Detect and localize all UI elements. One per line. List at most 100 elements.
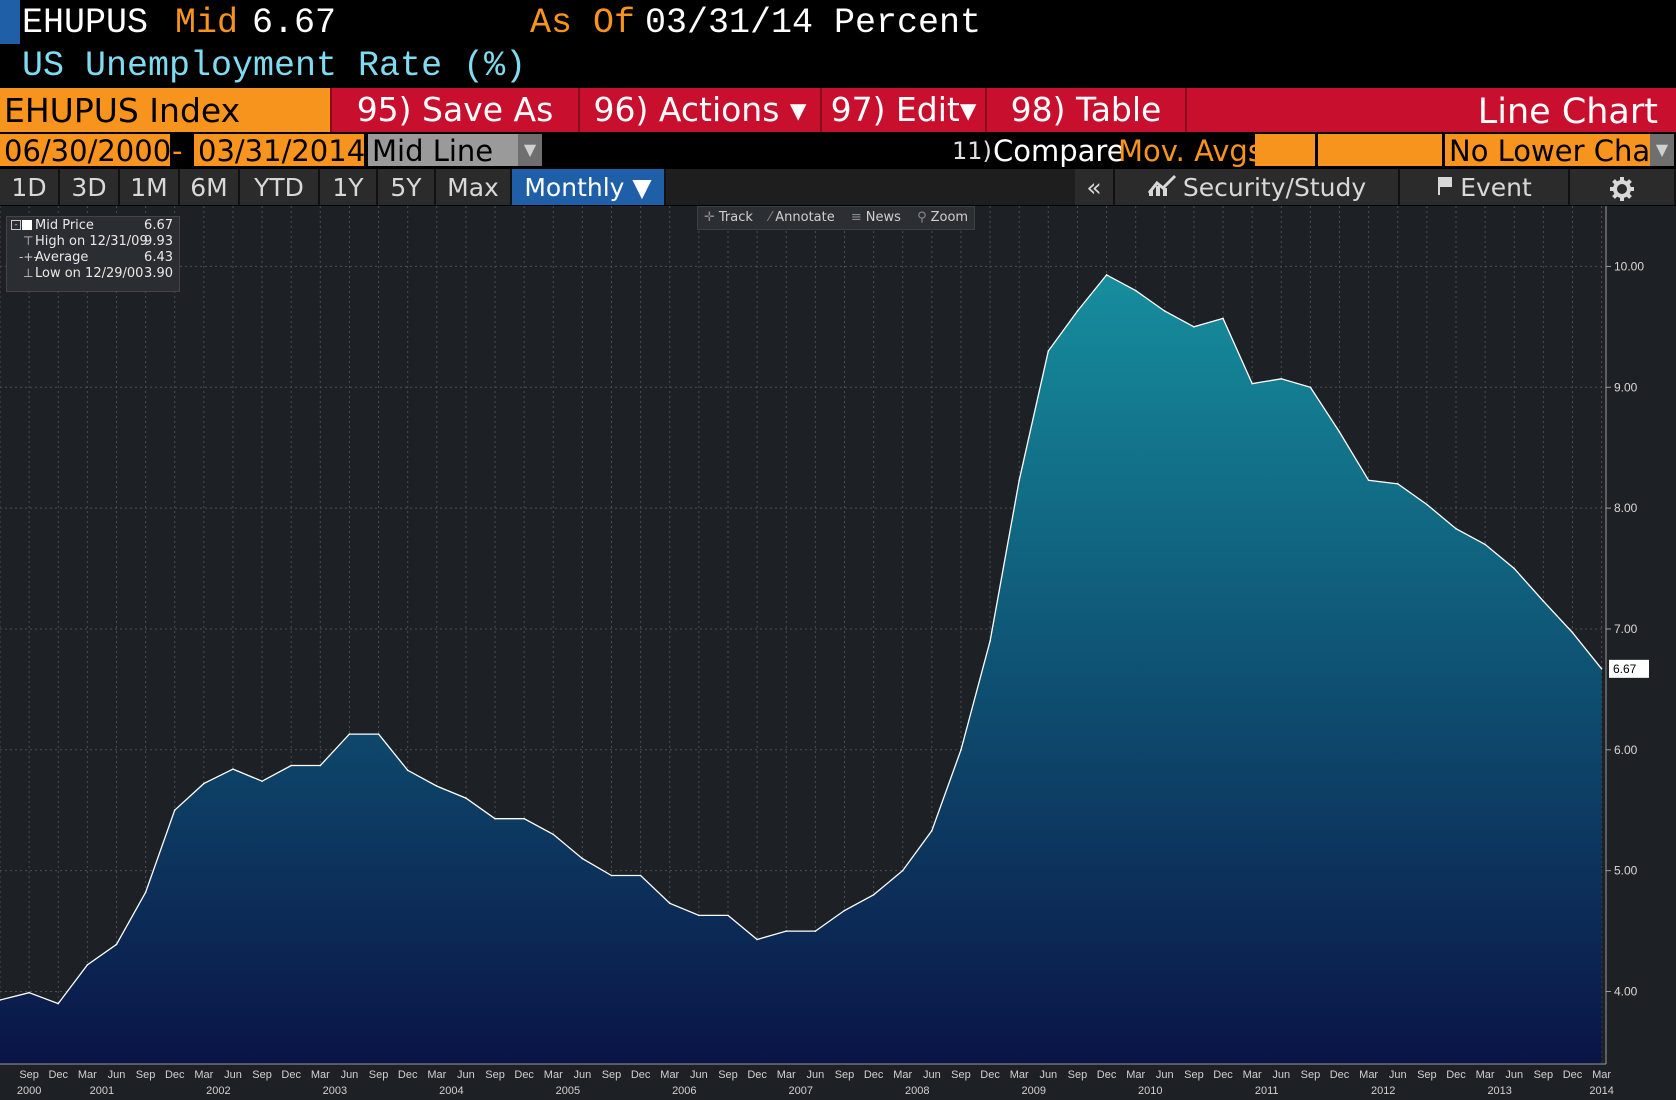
- data-point: [232, 768, 234, 770]
- legend-mid-price-label: Mid Price: [35, 218, 94, 233]
- legend-tree-icon: -: [11, 220, 21, 230]
- chart-tools-bar: ✛ Track ⁄ Annotate ≡ News ⚲ Zoom: [697, 206, 976, 230]
- asof-date: 03/31/14: [645, 3, 814, 43]
- x-tick-label: Mar: [544, 1069, 563, 1081]
- zoom-tool[interactable]: ⚲ Zoom: [911, 207, 974, 229]
- data-point: [989, 640, 991, 642]
- data-point: [1076, 310, 1079, 312]
- line-chart[interactable]: 4.00 5.00 6.00 7.00 8.00 9.00 10.00 6.67 Sep Dec…: [0, 206, 1676, 1100]
- mov-avgs-button[interactable]: Mov. Avgs: [1118, 134, 1263, 168]
- pencil-icon: ⁄: [769, 210, 772, 225]
- x-year-label: 2003: [323, 1085, 347, 1097]
- x-tick-label: Dec: [747, 1069, 767, 1081]
- data-point: [960, 749, 962, 751]
- last-value-label: 6.67: [1613, 662, 1637, 676]
- y-tick-label: 9.00: [1614, 380, 1638, 394]
- x-year-label: 2000: [17, 1085, 41, 1097]
- data-point: [57, 1002, 59, 1005]
- x-tick-label: Sep: [1534, 1069, 1554, 1081]
- x-tick-label: Sep: [252, 1069, 272, 1081]
- start-date-field[interactable]: 06/30/2000: [0, 134, 171, 168]
- data-point: [1338, 431, 1341, 433]
- x-year-label: 2014: [1589, 1085, 1613, 1097]
- data-point: [1397, 483, 1399, 485]
- data-point: [28, 991, 30, 994]
- legend-low-value: 3.90: [144, 266, 173, 281]
- annotate-label: Annotate: [775, 210, 835, 225]
- legend-high-label: High on 12/31/09: [35, 234, 148, 249]
- x-year-label: 2004: [439, 1085, 463, 1097]
- table-button[interactable]: 98) Table: [985, 88, 1185, 132]
- actions-menu[interactable]: 96) Actions ▾: [578, 88, 820, 132]
- period-3d-button[interactable]: 3D: [60, 169, 120, 205]
- data-point: [1484, 543, 1486, 546]
- x-tick-label: Mar: [660, 1069, 679, 1081]
- x-tick-label: Sep: [369, 1069, 389, 1081]
- x-tick-label: Jun: [224, 1069, 242, 1081]
- period-toolbar: 1D 3D 1M 6M YTD 1Y 5Y Max Monthly ▼ « Se…: [0, 169, 1676, 205]
- data-point: [1251, 382, 1253, 385]
- data-point: [814, 930, 817, 932]
- x-tick-label: Jun: [457, 1069, 475, 1081]
- end-date-field[interactable]: 03/31/2014: [194, 134, 365, 168]
- data-point: [785, 930, 787, 932]
- data-point: [1309, 386, 1312, 389]
- data-point: [1134, 289, 1137, 292]
- period-6m-button[interactable]: 6M: [180, 169, 240, 205]
- y-tick-label: 8.00: [1614, 501, 1638, 515]
- save-as-button[interactable]: 95) Save As: [330, 88, 578, 132]
- chart-panel[interactable]: 4.00 5.00 6.00 7.00 8.00 9.00 10.00 6.67 Sep Dec…: [0, 206, 1676, 1100]
- menu-divider: [1185, 88, 1187, 132]
- chart-mode-select[interactable]: Mid Line: [368, 134, 518, 168]
- period-1m-button[interactable]: 1M: [120, 169, 180, 205]
- news-tool[interactable]: ≡ News: [845, 207, 907, 229]
- legend-low-label: Low on 12/29/00: [35, 266, 144, 281]
- x-tick-label: Jun: [1039, 1069, 1057, 1081]
- x-year-label: 2005: [556, 1085, 580, 1097]
- data-point: [931, 830, 933, 832]
- track-tool[interactable]: ✛ Track: [698, 207, 759, 229]
- data-point: [173, 809, 176, 811]
- data-point: [494, 817, 496, 820]
- low-marker-icon: ⊥: [23, 266, 34, 280]
- y-tick-label: 10.00: [1614, 259, 1644, 273]
- x-tick-label: Jun: [1272, 1069, 1290, 1081]
- x-tick-label: Sep: [1068, 1069, 1088, 1081]
- event-button[interactable]: Event: [1400, 169, 1570, 205]
- x-tick-label: Dec: [980, 1069, 1000, 1081]
- chevron-down-icon[interactable]: ▼: [518, 134, 542, 166]
- security-study-button[interactable]: Security/Study: [1115, 169, 1400, 205]
- data-point: [1455, 527, 1457, 530]
- collapse-icon[interactable]: «: [1075, 169, 1115, 205]
- period-max-button[interactable]: Max: [436, 169, 512, 205]
- ticker-label: EHUPUS: [22, 3, 149, 43]
- data-point: [1542, 600, 1545, 602]
- x-year-label: 2011: [1255, 1085, 1279, 1097]
- period-ytd-button[interactable]: YTD: [240, 169, 320, 205]
- data-point: [756, 938, 758, 941]
- chart-type-label[interactable]: Line Chart: [1477, 92, 1658, 132]
- y-tick-label: 4.00: [1614, 984, 1638, 998]
- lower-chart-chevron-icon[interactable]: ▼: [1650, 134, 1674, 166]
- mov-avgs-field-2[interactable]: [1318, 134, 1442, 166]
- data-point: [377, 733, 380, 735]
- annotate-tool[interactable]: ⁄ Annotate: [763, 207, 841, 229]
- period-1d-button[interactable]: 1D: [0, 169, 60, 205]
- x-tick-label: Mar: [427, 1069, 446, 1081]
- x-tick-label: Dec: [1446, 1069, 1466, 1081]
- mov-avgs-field-1[interactable]: [1255, 134, 1315, 166]
- data-point: [1600, 668, 1603, 670]
- edit-menu[interactable]: 97) Edit▾: [820, 88, 985, 132]
- period-5y-button[interactable]: 5Y: [378, 169, 436, 205]
- x-tick-label: Mar: [311, 1069, 330, 1081]
- data-point: [581, 857, 584, 860]
- lower-chart-select[interactable]: No Lower Chart: [1445, 134, 1673, 168]
- compare-button[interactable]: Compare: [993, 134, 1125, 168]
- frequency-dropdown[interactable]: Monthly ▼: [512, 169, 666, 205]
- gear-icon[interactable]: [1570, 169, 1676, 205]
- security-field[interactable]: EHUPUS Index: [0, 88, 330, 132]
- legend-average-label: Average: [35, 250, 89, 265]
- period-1y-button[interactable]: 1Y: [320, 169, 378, 205]
- legend-high-value: 9.93: [144, 234, 173, 249]
- crosshair-icon: ✛: [704, 210, 715, 225]
